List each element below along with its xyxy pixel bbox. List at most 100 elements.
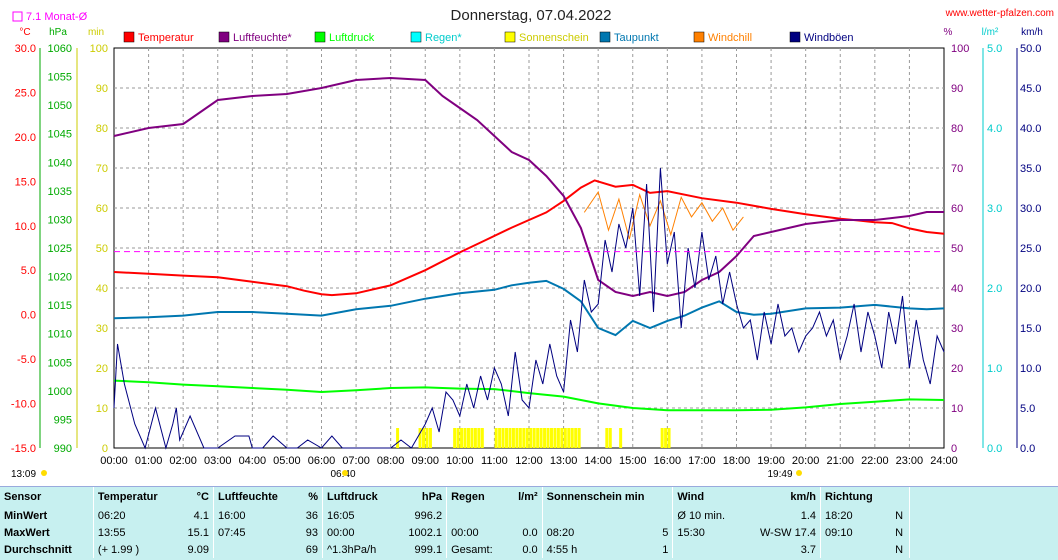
sunshine-bar [605,428,609,448]
wind-tick-label: 5.0 [1020,403,1035,415]
wind-tick-label: 40.0 [1020,123,1041,135]
hum-value: 36 [305,509,319,522]
series-line-luftdruck [113,379,945,412]
row-label: MaxWert [4,526,50,539]
temp-tick-label: 10.0 [15,221,36,233]
minutes-unit: min [88,27,104,38]
legend-label: Regen* [425,32,462,44]
pressure-tick-label: 1040 [48,157,72,169]
stats-row-avg: Durchschnitt (+ 1.99 ) 9.09 69 ^1.3hPa/h… [0,541,1058,558]
sunshine-bar [536,428,540,448]
temp-tick-label: 15.0 [15,176,36,188]
sunshine-bar [494,428,498,448]
pressure-tick-label: 1005 [48,357,72,369]
hum-value: 69 [305,543,319,556]
sunshine-bar [456,428,460,448]
x-tick-label: 17:00 [688,455,716,467]
press-value: 996.2 [414,509,443,522]
pressure-tick-label: 1020 [48,272,72,284]
series-line-luftfeuchte- [113,76,944,298]
x-tick-label: 02:00 [169,455,197,467]
wind-time: 15:30 [672,524,742,541]
hdr-richtung: Richtung [820,487,890,507]
sunshine-bar [532,428,536,448]
wind-tick-label: 45.0 [1020,83,1041,95]
pressure-tick-label: 1045 [48,129,72,141]
x-tick-label: 22:00 [861,455,889,467]
humidity-tick-label: 50 [951,243,963,255]
sunshine-bar [667,428,671,448]
x-tick-label: 16:00 [654,455,682,467]
sunshine-bar [508,428,512,448]
dir-value: N [895,543,904,556]
press-time: 16:05 [322,507,395,524]
grid [114,48,944,448]
sunshine-bar [553,428,557,448]
x-tick-label: 10:00 [446,455,474,467]
dir-time: 18:20 [820,507,890,524]
pressure-tick-label: 1035 [48,186,72,198]
rain-value [508,507,542,524]
rain-tick-label: 4.0 [987,123,1002,135]
x-tick-label: 21:00 [826,455,854,467]
sunshine-bar [549,428,553,448]
x-tick-label: 03:00 [204,455,232,467]
sunshine-bar [470,428,474,448]
wind-value: W-SW 17.4 [760,526,817,539]
press-value: 1002.1 [408,526,443,539]
wind-unit: km/h [1021,27,1043,38]
rain-time: Gesamt: [446,541,508,558]
minutes-tick-label: 20 [96,363,108,375]
x-tick-label: 20:00 [792,455,820,467]
pressure-tick-label: 990 [54,443,72,455]
x-tick-label: 07:00 [342,455,370,467]
x-tick-label: 06:00 [308,455,336,467]
sunshine-bar [480,428,484,448]
temp-value: 9.09 [187,543,209,556]
x-tick-label: 13:00 [550,455,578,467]
x-tick-label: 00:00 [100,455,128,467]
temp-tick-label: 0.0 [21,310,36,322]
temp-tick-label: 20.0 [15,132,36,144]
sunshine-bar [539,428,543,448]
stats-table: Sensor Temperatur °C Luftfeuchte % Luftd… [0,486,1058,560]
series-lines [113,76,945,450]
sunshine-bar [396,428,400,448]
sunshine-bar [477,428,481,448]
humidity-tick-label: 20 [951,363,963,375]
humidity-tick-label: 100 [951,43,969,55]
weather-chart: 00:00 01:00 02:00 03:00 04:00 05:00 06:00 07:00… [11,7,1054,480]
legend-label: Windböen [804,32,854,44]
hum-time: 07:45 [212,524,298,541]
press-time: ^1.3hPa/h [322,541,395,558]
x-tick-label: 09:00 [411,455,439,467]
rain-tick-label: 1.0 [987,363,1002,375]
minutes-tick-label: 90 [96,83,108,95]
source-link[interactable]: www.wetter-pfalzen.com [945,8,1054,19]
hdr-temperatur: Temperatur [92,487,177,507]
stats-row-max: MaxWert 13:55 15.1 07:45 93 00:00 1002.1… [0,524,1058,541]
pressure-tick-label: 1025 [48,243,72,255]
hdr-sonne: Sonnenschein min [541,487,673,507]
x-tick-label: 01:00 [135,455,163,467]
temp-time: (+ 1.99 ) [92,541,177,558]
x-tick-label: 24:00 [930,455,958,467]
sun-value: 5 [662,526,669,539]
temp-time: 06:20 [92,507,177,524]
humidity-unit: % [944,27,953,38]
sunshine-bar [522,428,526,448]
hdr-wind: Wind [672,487,742,507]
legend-swatch [693,31,705,43]
sunrise-icon [342,470,348,476]
temp-tick-label: 25.0 [15,87,36,99]
stats-header-row: Sensor Temperatur °C Luftfeuchte % Luftd… [0,487,1058,507]
rain-tick-label: 0.0 [987,443,1002,455]
sunshine-bar [556,428,560,448]
x-tick-label: 11:00 [481,455,508,467]
legend-swatch [218,31,230,43]
hum-value: 93 [305,526,319,539]
pressure-tick-label: 1055 [48,72,72,84]
sunshine-bar [608,428,612,448]
x-tick-label: 08:00 [377,455,405,467]
sunshine-bar [529,428,533,448]
